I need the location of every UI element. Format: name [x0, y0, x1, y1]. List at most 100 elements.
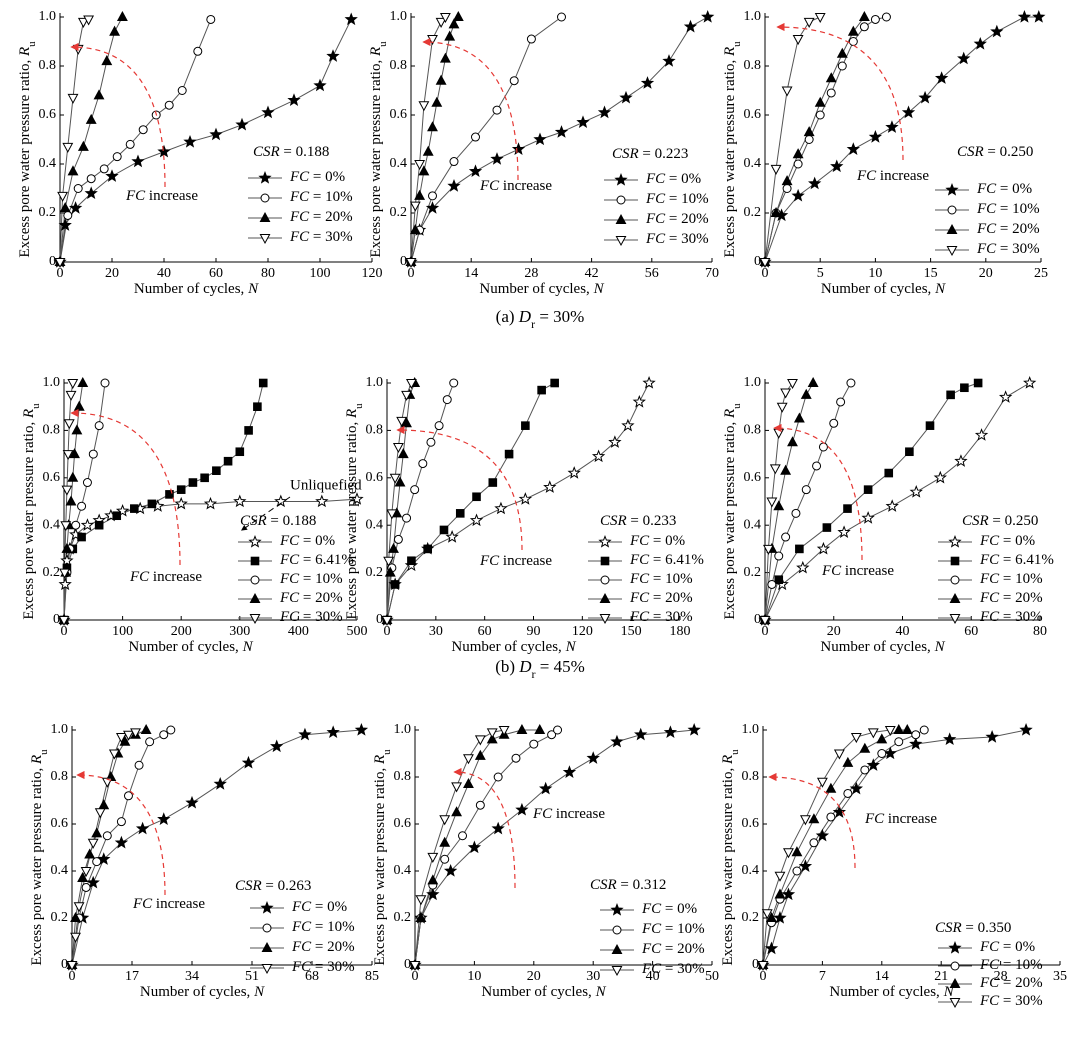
marker: [494, 501, 508, 515]
marker: [860, 765, 870, 775]
marker: [846, 142, 860, 155]
marker: [773, 911, 787, 924]
x-tick-label: 500: [347, 624, 368, 639]
marker: [518, 492, 533, 505]
y-axis-label-part: R: [368, 47, 384, 57]
legend-marker: [259, 211, 271, 222]
marker: [472, 492, 481, 502]
marker: [815, 828, 830, 842]
marker: [235, 117, 249, 131]
y-tick-label: 1.0: [394, 722, 412, 737]
legend-label: FC = 0%: [976, 181, 1032, 197]
x-tick-label: 35: [1053, 969, 1067, 984]
x-tick-label: 60: [209, 266, 223, 281]
marker: [1032, 10, 1046, 23]
marker: [793, 412, 805, 423]
y-tick-label: 0.8: [39, 58, 57, 73]
legend-marker: [261, 964, 273, 975]
marker: [57, 191, 69, 202]
series-line: [71, 731, 136, 966]
marker: [870, 14, 880, 24]
y-tick-label: 1.0: [51, 722, 69, 737]
x-axis-label-part: N: [934, 281, 946, 297]
marker: [67, 165, 79, 176]
x-tick-label: 0: [408, 266, 415, 281]
legend-marker: [260, 901, 274, 914]
x-tick-label: 7: [819, 969, 826, 984]
marker: [61, 542, 73, 553]
marker: [206, 14, 216, 24]
marker: [576, 115, 590, 129]
y-axis-label: Excess pore water pressure ratio, Ru: [720, 749, 740, 966]
marker: [774, 888, 786, 899]
y-axis-label-part: Excess pore water pressure ratio,: [17, 56, 33, 258]
marker: [567, 466, 581, 479]
marker: [663, 725, 678, 739]
x-tick-label: 42: [585, 266, 599, 281]
series-line: [762, 729, 1027, 966]
y-axis-label-part: R: [720, 755, 736, 765]
marker: [859, 742, 871, 753]
marker: [781, 532, 791, 542]
marker: [123, 791, 133, 801]
y-axis-label-part: R: [17, 47, 33, 57]
marker: [401, 417, 412, 428]
marker: [783, 848, 794, 859]
marker: [71, 424, 83, 435]
marker: [176, 485, 186, 494]
x-tick-label: 20: [527, 969, 541, 984]
marker: [166, 725, 176, 735]
x-tick-label: 400: [288, 624, 309, 639]
marker: [165, 490, 174, 499]
x-tick-label: 0: [61, 624, 68, 639]
fc-increase-arrow: [70, 408, 181, 566]
marker: [447, 179, 461, 192]
marker: [274, 494, 288, 508]
y-tick-label: 0.6: [744, 107, 762, 122]
marker: [85, 113, 97, 124]
legend-label: FC = 0%: [641, 901, 697, 917]
x-tick-label: 40: [157, 266, 171, 281]
marker: [488, 478, 498, 487]
caption-part: = 45%: [536, 657, 585, 676]
y-tick-label: 0.4: [744, 517, 762, 532]
marker: [84, 848, 96, 859]
legend-label: FC = 30%: [979, 993, 1043, 1009]
marker: [843, 504, 852, 513]
legend-marker: [250, 556, 260, 566]
x-axis-label-part: N: [934, 639, 946, 655]
marker: [474, 735, 486, 746]
marker: [388, 542, 399, 553]
marker: [449, 157, 459, 167]
marker: [774, 871, 786, 882]
marker: [115, 733, 127, 744]
y-axis-label-part: Excess pore water pressure ratio,: [368, 56, 384, 258]
y-tick-label: 0.8: [742, 769, 760, 784]
marker: [119, 735, 131, 746]
y-tick-label: 1.0: [366, 375, 384, 390]
marker: [515, 802, 529, 816]
y-tick-label: 0.8: [51, 769, 69, 784]
marker: [183, 134, 197, 148]
x-tick-label: 50: [705, 969, 719, 984]
annotation: FC increase: [821, 563, 894, 579]
x-tick-label: 0: [57, 266, 64, 281]
y-tick-label: 0: [754, 612, 761, 627]
legend-label: FC = 30%: [629, 609, 693, 625]
marker: [92, 857, 102, 867]
marker: [130, 728, 141, 739]
marker: [68, 201, 83, 214]
legend-marker: [949, 592, 961, 603]
series-line: [71, 729, 172, 966]
marker: [791, 188, 805, 202]
marker: [836, 47, 848, 58]
x-axis-label-part: N: [593, 281, 605, 297]
x-tick-label: 10: [868, 266, 882, 281]
series-line: [386, 382, 650, 621]
marker: [807, 376, 819, 387]
marker: [550, 378, 559, 388]
marker: [509, 76, 519, 86]
annotation: CSR = 0.250: [962, 513, 1038, 529]
marker: [434, 421, 444, 431]
